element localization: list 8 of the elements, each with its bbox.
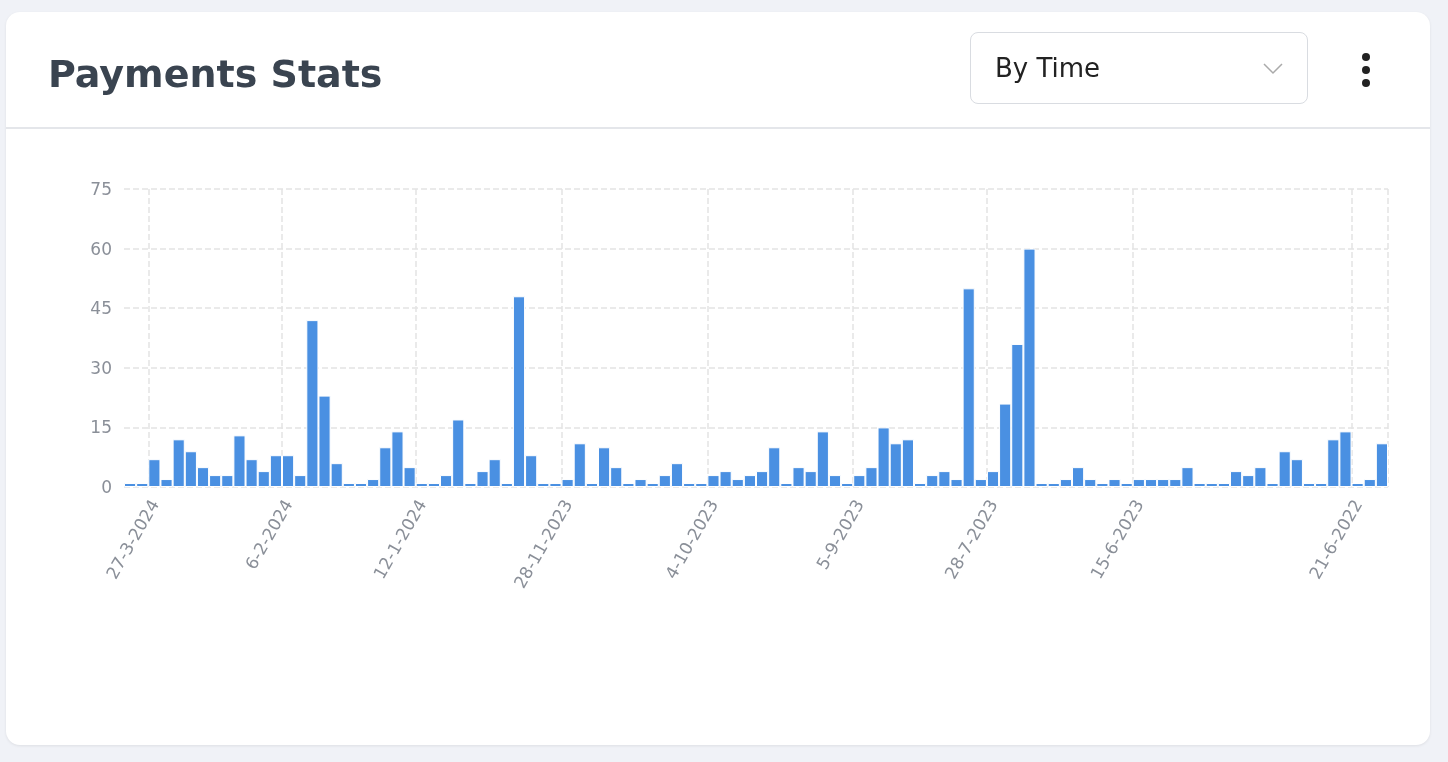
y-tick-label: 30 — [90, 357, 112, 378]
y-tick-label: 15 — [90, 417, 112, 438]
y-tick-label: 0 — [101, 477, 112, 497]
y-tick-label: 60 — [90, 238, 112, 259]
y-tick-label: 45 — [90, 298, 112, 319]
text: By Time — [995, 53, 1101, 83]
chart-title: Payments Stats — [48, 52, 383, 96]
y-tick-label: 75 — [90, 179, 112, 199]
